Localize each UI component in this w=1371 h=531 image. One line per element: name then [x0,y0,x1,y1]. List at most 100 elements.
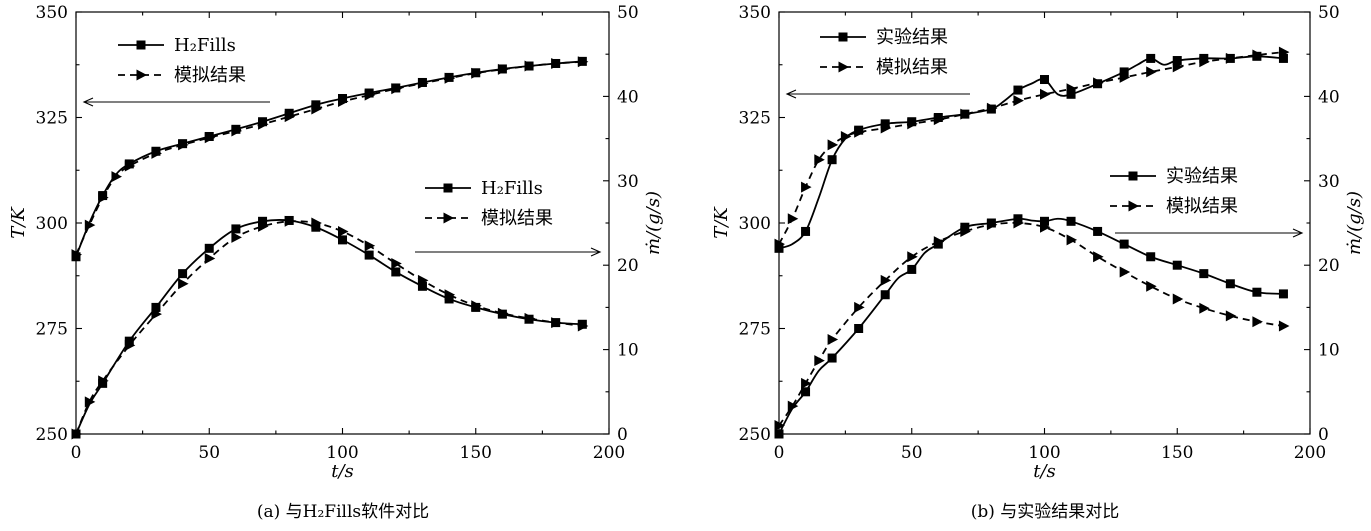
arrow-head [785,89,797,99]
y-left-tick-label: 275 [739,320,771,340]
data-point [1066,89,1076,99]
data-point [801,181,812,193]
data-point [71,428,82,440]
x-tick-label: 50 [901,443,923,463]
legend-marker [838,32,848,42]
data-point [338,235,347,245]
data-point [1093,226,1103,236]
legend-label: 模拟结果 [876,57,948,78]
y-right-axis-label: ṁ/(g/s) [643,191,664,255]
data-point [311,100,321,110]
legend-marker [136,69,147,81]
data-point [391,267,401,277]
data-point [231,224,241,234]
data-point [71,249,82,261]
data-point [986,102,998,114]
legend-0: H₂Fills 模拟结果 [118,35,246,86]
data-point [801,226,811,236]
data-point [231,231,242,243]
data-point [111,171,122,183]
legend-label: 实验结果 [876,27,948,48]
arrow-head [1292,228,1304,238]
x-tick-label: 100 [1028,443,1060,463]
legend-label: 模拟结果 [1166,196,1238,217]
data-point [774,429,784,439]
y-right-tick-label: 10 [1318,341,1340,361]
data-point [338,225,349,237]
data-point [1225,279,1235,289]
data-point [258,220,269,232]
data-point [1199,302,1210,314]
data-point [524,60,536,72]
data-point [880,290,890,300]
series-line [75,60,583,256]
data-point [1040,221,1051,233]
y-right-tick-label: 30 [1318,172,1340,192]
data-point [1252,287,1262,297]
y-right-tick-label: 0 [1318,425,1329,445]
data-point [880,274,892,286]
data-point [1278,289,1288,299]
data-point [1013,85,1023,95]
data-point [907,251,918,263]
data-point [338,95,349,107]
data-point [1278,53,1288,63]
x-tick-label: 150 [460,443,492,463]
data-point [1199,53,1209,63]
data-point [311,217,322,229]
data-point [497,63,509,75]
x-axis-label: t/s [1033,461,1056,482]
data-point [774,420,785,432]
data-point [1225,310,1237,322]
legend-marker [838,61,849,73]
data-point [258,118,269,130]
series-line [778,55,1284,250]
data-point [284,108,294,118]
right-axis-arrow [1115,228,1304,238]
y-right-tick-label: 40 [1318,87,1340,107]
data-point [417,281,427,291]
data-point [854,126,865,138]
data-point [471,67,482,79]
data-point [1093,77,1104,89]
y-right-axis-label: ṁ/(g/s) [1344,191,1365,255]
data-point [1066,216,1076,226]
data-point [284,215,296,227]
data-point [204,243,214,253]
data-point [827,155,837,165]
series-line [778,221,1284,427]
data-point [1119,71,1131,83]
y-left-tick-label: 275 [36,320,68,340]
legend-label: 实验结果 [1166,166,1238,187]
y-right-tick-label: 20 [1318,256,1340,276]
data-point [1066,234,1078,246]
series-2 [774,214,1288,439]
data-point [827,333,839,345]
y-left-tick-label: 250 [739,425,771,445]
y-left-tick-label: 250 [36,425,68,445]
arrow-head [590,247,602,257]
data-point [1146,66,1157,78]
series-2 [71,215,587,439]
data-point [204,252,216,264]
y-right-tick-label: 0 [617,425,628,445]
data-point [827,139,839,151]
legend-marker [443,183,453,193]
data-point [787,400,799,412]
y-right-tick-label: 40 [617,87,639,107]
data-point [880,122,892,134]
data-point [124,160,136,172]
data-point [1013,95,1024,107]
data-point [986,219,998,231]
data-point [124,339,136,351]
legend-marker [1128,171,1138,181]
data-point [84,396,96,408]
data-point [933,114,945,126]
data-point [204,132,216,144]
data-point [960,225,971,237]
data-point [1225,52,1237,64]
data-point [178,269,188,279]
data-point [151,147,162,159]
